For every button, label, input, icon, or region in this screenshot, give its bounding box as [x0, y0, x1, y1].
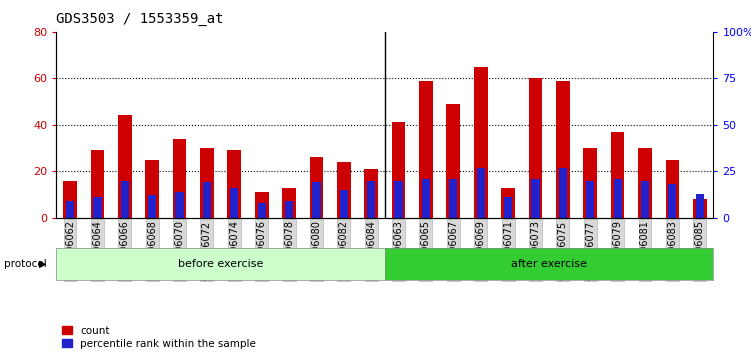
Bar [255, 192, 269, 218]
Text: GSM306083: GSM306083 [668, 221, 677, 279]
Bar [641, 181, 649, 218]
Bar [477, 167, 485, 218]
Text: GSM306073: GSM306073 [530, 221, 541, 280]
Text: GSM306064: GSM306064 [92, 221, 102, 279]
Text: GSM306082: GSM306082 [339, 221, 348, 280]
Bar [66, 201, 74, 218]
Bar [422, 179, 430, 218]
Text: GSM306077: GSM306077 [585, 221, 596, 280]
Text: GSM306065: GSM306065 [421, 221, 431, 280]
Text: GSM306079: GSM306079 [613, 221, 623, 280]
Bar [367, 181, 376, 218]
Bar [501, 188, 515, 218]
Text: GSM306067: GSM306067 [448, 221, 458, 280]
Bar [203, 182, 211, 218]
Bar [282, 188, 296, 218]
Bar [173, 139, 186, 218]
Text: GSM306066: GSM306066 [119, 221, 130, 279]
Text: GSM306084: GSM306084 [366, 221, 376, 279]
Bar [93, 197, 101, 218]
Text: GSM306070: GSM306070 [174, 221, 185, 280]
Bar [145, 160, 159, 218]
Bar [364, 169, 378, 218]
Bar [394, 181, 403, 218]
Bar [419, 81, 433, 218]
Bar [91, 150, 104, 218]
Text: after exercise: after exercise [511, 259, 587, 269]
Text: GSM306078: GSM306078 [284, 221, 294, 280]
Bar [584, 148, 597, 218]
Bar [200, 148, 214, 218]
Text: ▶: ▶ [39, 259, 47, 269]
Bar [693, 199, 707, 218]
Bar [148, 195, 156, 218]
Text: GSM306072: GSM306072 [202, 221, 212, 280]
Bar [668, 184, 677, 218]
Bar [337, 162, 351, 218]
Text: GSM306062: GSM306062 [65, 221, 75, 280]
Bar [449, 179, 457, 218]
Bar [285, 201, 293, 218]
Bar [309, 157, 323, 218]
Text: GSM306071: GSM306071 [503, 221, 513, 280]
Text: GSM306081: GSM306081 [640, 221, 650, 279]
Bar [556, 81, 570, 218]
Bar [258, 203, 266, 218]
Bar [638, 148, 652, 218]
Bar [695, 194, 704, 218]
Bar [231, 188, 238, 218]
Bar [614, 179, 622, 218]
Text: GSM306069: GSM306069 [475, 221, 486, 279]
Text: GSM306076: GSM306076 [257, 221, 267, 280]
Text: GSM306085: GSM306085 [695, 221, 704, 280]
Bar [312, 182, 321, 218]
Bar [504, 197, 512, 218]
Bar [339, 190, 348, 218]
Bar [474, 67, 487, 218]
Bar [611, 132, 625, 218]
Text: GSM306075: GSM306075 [558, 221, 568, 280]
Bar [559, 167, 567, 218]
Bar [586, 181, 594, 218]
Text: GSM306063: GSM306063 [394, 221, 403, 279]
Text: GSM306068: GSM306068 [147, 221, 157, 279]
Bar [63, 181, 77, 218]
Text: GSM306080: GSM306080 [312, 221, 321, 279]
Legend: count, percentile rank within the sample: count, percentile rank within the sample [62, 326, 256, 349]
Bar [228, 150, 241, 218]
Text: GSM306074: GSM306074 [229, 221, 240, 280]
Bar [532, 179, 539, 218]
Bar [118, 115, 131, 218]
Bar [392, 122, 406, 218]
Text: protocol: protocol [4, 259, 47, 269]
Bar [176, 192, 184, 218]
Bar [665, 160, 679, 218]
Bar [121, 181, 129, 218]
Bar [447, 104, 460, 218]
Text: GDS3503 / 1553359_at: GDS3503 / 1553359_at [56, 12, 224, 27]
Text: before exercise: before exercise [178, 259, 264, 269]
Bar [529, 78, 542, 218]
